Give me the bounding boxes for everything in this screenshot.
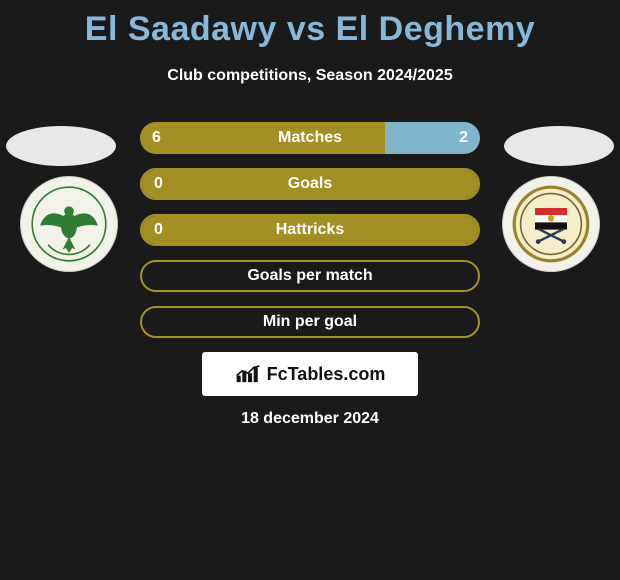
al-masry-crest-icon	[29, 184, 109, 264]
stat-row: Min per goal	[140, 306, 480, 338]
stat-row: Goals per match	[140, 260, 480, 292]
watermark-text: FcTables.com	[267, 364, 386, 385]
stat-row: 0Goals	[140, 168, 480, 200]
haras-el-hodood-crest-icon	[511, 184, 591, 264]
snapshot-date: 18 december 2024	[0, 410, 620, 428]
stat-bars: 62Matches 0Goals 0Hattricks Goals per match…	[140, 122, 480, 352]
page-title: El Saadawy vs El Deghemy	[0, 0, 620, 49]
stat-label: Hattricks	[142, 221, 478, 239]
stat-label: Goals	[142, 175, 478, 193]
player-photo-left	[6, 126, 116, 166]
stat-label: Goals per match	[142, 267, 478, 285]
subtitle: Club competitions, Season 2024/2025	[0, 67, 620, 85]
stat-label: Matches	[140, 129, 480, 147]
stat-label: Min per goal	[142, 313, 478, 331]
club-crest-left	[20, 176, 118, 272]
club-crest-right	[502, 176, 600, 272]
player-photo-right	[504, 126, 614, 166]
fctables-watermark: FcTables.com	[202, 352, 418, 396]
stat-row: 0Hattricks	[140, 214, 480, 246]
bar-chart-icon	[235, 364, 261, 384]
stat-row: 62Matches	[140, 122, 480, 154]
